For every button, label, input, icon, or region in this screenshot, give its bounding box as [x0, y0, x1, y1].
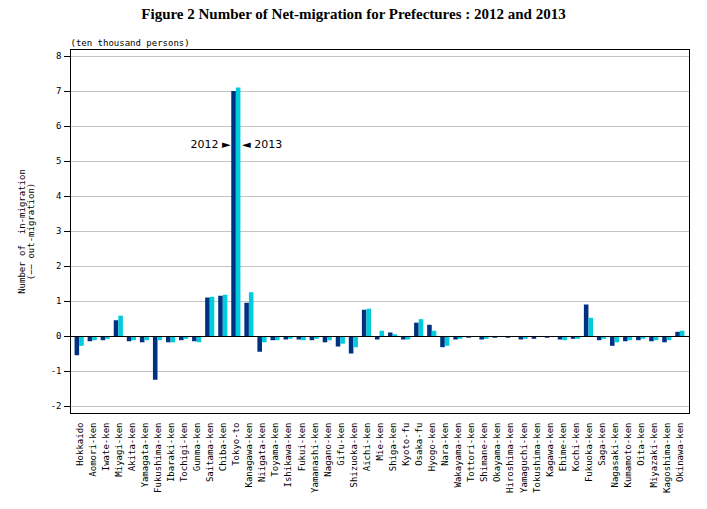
svg-text:Kochi-ken: Kochi-ken — [571, 423, 581, 472]
svg-text:Fukushima-ken: Fukushima-ken — [153, 423, 163, 493]
svg-text:Ehime-ken: Ehime-ken — [558, 423, 568, 472]
svg-text:Shimane-ken: Shimane-ken — [479, 423, 489, 483]
svg-text:Yamagata-ken: Yamagata-ken — [140, 423, 150, 488]
svg-text:Shiga-ken: Shiga-ken — [388, 423, 398, 472]
svg-text:Chiba-ken: Chiba-ken — [218, 423, 228, 472]
svg-text:Tottori-ken: Tottori-ken — [466, 423, 476, 483]
svg-text:Nagano-ken: Nagano-ken — [323, 423, 333, 477]
svg-text:-2: -2 — [51, 401, 62, 411]
svg-text:3: 3 — [56, 226, 61, 236]
svg-text:8: 8 — [56, 51, 61, 61]
svg-text:4: 4 — [56, 191, 61, 201]
svg-text:Fukui-ken: Fukui-ken — [297, 423, 307, 472]
svg-text:Niigata-ken: Niigata-ken — [257, 423, 267, 483]
svg-text:Ishikawa-ken: Ishikawa-ken — [283, 423, 293, 488]
svg-text:-1: -1 — [51, 366, 62, 376]
svg-text:5: 5 — [56, 156, 61, 166]
svg-text:Akita-ken: Akita-ken — [127, 423, 137, 472]
svg-text:Kagawa-ken: Kagawa-ken — [545, 423, 555, 477]
svg-text:Saga-ken: Saga-ken — [597, 423, 607, 466]
svg-text:1: 1 — [56, 296, 61, 306]
svg-text:Mie-ken: Mie-ken — [375, 423, 385, 461]
svg-text:Number of in-migration(−− out: Number of in-migration(−− out-migration) — [17, 169, 36, 294]
svg-text:Hiroshima-ken: Hiroshima-ken — [505, 423, 515, 493]
svg-text:2012 ►: 2012 ► — [191, 138, 231, 151]
svg-text:7: 7 — [56, 86, 61, 96]
svg-text:Yamanashi-ken: Yamanashi-ken — [310, 423, 320, 493]
svg-text:Gunma-ken: Gunma-ken — [192, 423, 202, 472]
svg-text:6: 6 — [56, 121, 61, 131]
svg-text:Hyogo-ken: Hyogo-ken — [427, 423, 437, 472]
svg-text:Hokkaido: Hokkaido — [75, 423, 85, 466]
svg-text:Okayama-ken: Okayama-ken — [492, 423, 502, 483]
svg-text:Tokushima-ken: Tokushima-ken — [532, 423, 542, 493]
svg-text:Osaka-fu: Osaka-fu — [414, 423, 424, 466]
svg-text:Oita-ken: Oita-ken — [636, 423, 646, 466]
svg-text:Kumamoto-ken: Kumamoto-ken — [623, 423, 633, 488]
svg-text:Tokyo-to: Tokyo-to — [231, 423, 241, 466]
svg-text:Miyagi-ken: Miyagi-ken — [114, 423, 124, 477]
svg-text:Aichi-ken: Aichi-ken — [362, 423, 372, 472]
svg-text:0: 0 — [56, 331, 61, 341]
svg-text:2: 2 — [56, 261, 61, 271]
svg-text:Kagoshima-ken: Kagoshima-ken — [662, 423, 672, 493]
svg-text:Tochigi-ken: Tochigi-ken — [179, 423, 189, 483]
svg-text:Nagasaki-ken: Nagasaki-ken — [610, 423, 620, 488]
svg-text:Okinawa-ken: Okinawa-ken — [675, 423, 685, 483]
svg-text:Aomori-ken: Aomori-ken — [88, 423, 98, 477]
svg-text:Saitama-ken: Saitama-ken — [205, 423, 215, 483]
svg-text:Kanagawa-ken: Kanagawa-ken — [244, 423, 254, 488]
svg-text:Miyazaki-ken: Miyazaki-ken — [649, 423, 659, 488]
svg-text:Toyama-ken: Toyama-ken — [270, 423, 280, 477]
svg-text:Shizuoka-ken: Shizuoka-ken — [349, 423, 359, 488]
svg-text:Yamaguchi-ken: Yamaguchi-ken — [519, 423, 529, 493]
svg-text:Fukuoka-ken: Fukuoka-ken — [584, 423, 594, 483]
svg-text:◄ 2013: ◄ 2013 — [242, 138, 282, 151]
svg-text:Ibaraki-ken: Ibaraki-ken — [166, 423, 176, 483]
svg-text:Kyoto-fu: Kyoto-fu — [401, 423, 411, 466]
svg-text:Iwate-ken: Iwate-ken — [101, 423, 111, 472]
svg-text:Nara-ken: Nara-ken — [440, 423, 450, 466]
svg-text:(ten thousand persons): (ten thousand persons) — [71, 38, 190, 48]
svg-text:Gifu-ken: Gifu-ken — [336, 423, 346, 466]
svg-text:Wakayama-ken: Wakayama-ken — [453, 423, 463, 488]
html-text:Figure 2 Number of Net‑migrati: Figure 2 Number of Net‑migration for Pre… — [141, 6, 566, 22]
